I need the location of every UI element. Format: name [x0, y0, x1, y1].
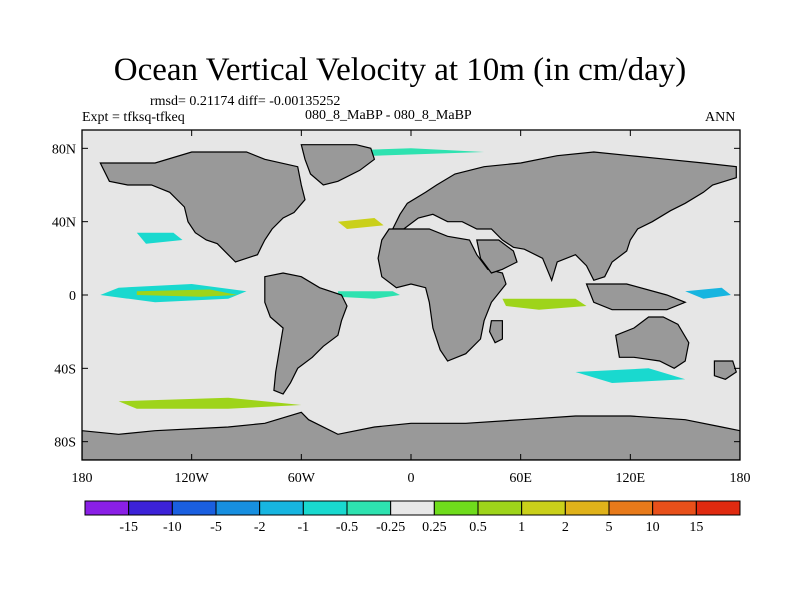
x-tick-label: 60W	[288, 471, 316, 486]
colorbar-label: 0.25	[422, 520, 447, 535]
land-antarctica	[82, 411, 740, 460]
land-australia	[615, 316, 690, 369]
colorbar-swatch	[652, 500, 697, 516]
colorbar-swatch	[128, 500, 173, 516]
anomaly-south-indian	[575, 368, 686, 383]
colorbar-label: 0.5	[469, 520, 487, 535]
anomaly-indian-ocean	[502, 298, 587, 310]
colorbar-label: 10	[646, 520, 660, 535]
colorbar-swatch	[302, 500, 348, 516]
x-tick-label: 180	[72, 471, 93, 486]
land-maritime-continent	[585, 283, 687, 311]
land-north-america	[99, 151, 306, 263]
anomaly-north-pacific	[136, 232, 183, 244]
y-tick-label: 40S	[54, 362, 76, 377]
chart-title: Ocean Vertical Velocity at 10m (in cm/da…	[113, 52, 687, 88]
anomaly-west-pacific	[685, 287, 731, 299]
colorbar-swatch	[608, 500, 654, 516]
x-tick-label: 0	[408, 471, 415, 486]
colorbar-label: 15	[689, 520, 703, 535]
colorbar-swatch	[695, 500, 741, 516]
stats-line: rmsd= 0.21174 diff= -0.00135252	[150, 94, 341, 109]
colorbar-swatch	[171, 500, 217, 516]
anomaly-southern-ocean	[118, 397, 302, 409]
colorbar-label: -5	[210, 520, 222, 535]
colorbar-swatch	[215, 500, 261, 516]
colorbar-swatch	[390, 500, 435, 516]
experiment-label: Expt = tfksq-tfkeq	[82, 110, 185, 125]
season-label: ANN	[705, 110, 736, 125]
land-new-zealand	[713, 360, 738, 380]
anomaly-north-atlantic	[337, 218, 384, 229]
land-south-america	[264, 272, 348, 395]
colorbar-label: 1	[518, 520, 525, 535]
colorbar-label: -0.5	[336, 520, 358, 535]
colorbar-label: -1	[297, 520, 309, 535]
x-tick-label: 120E	[616, 471, 646, 486]
anomaly-equatorial-pacific-core	[136, 289, 238, 297]
colorbar-label: -2	[254, 520, 266, 535]
colorbar-swatch	[346, 500, 392, 516]
land-arabia	[476, 239, 518, 274]
y-tick-label: 80N	[52, 142, 76, 157]
colorbar-swatch	[84, 500, 130, 516]
colorbar-label: -0.25	[376, 520, 405, 535]
colorbar-label: -15	[119, 520, 138, 535]
y-tick-label: 0	[69, 289, 76, 304]
colorbar-label: 2	[562, 520, 569, 535]
land-africa	[377, 228, 507, 362]
colorbar-swatch	[564, 500, 610, 516]
colorbar-label: 5	[606, 520, 613, 535]
anomaly-equatorial-atlantic	[337, 291, 400, 299]
land-madagascar	[488, 320, 503, 344]
land-eurasia	[391, 151, 737, 283]
x-tick-label: 180	[730, 471, 751, 486]
x-tick-label: 120W	[175, 471, 210, 486]
y-tick-label: 40N	[52, 216, 76, 231]
colorbar-label: -10	[163, 520, 182, 535]
x-tick-label: 60E	[509, 471, 532, 486]
colorbar-swatch	[259, 500, 304, 516]
case-subtitle: 080_8_MaBP - 080_8_MaBP	[305, 108, 472, 123]
colorbar-swatch	[477, 500, 523, 516]
colorbar-swatch	[433, 500, 479, 516]
colorbar-swatch	[521, 500, 566, 516]
y-tick-label: 80S	[54, 436, 76, 451]
land-greenland	[300, 144, 376, 186]
